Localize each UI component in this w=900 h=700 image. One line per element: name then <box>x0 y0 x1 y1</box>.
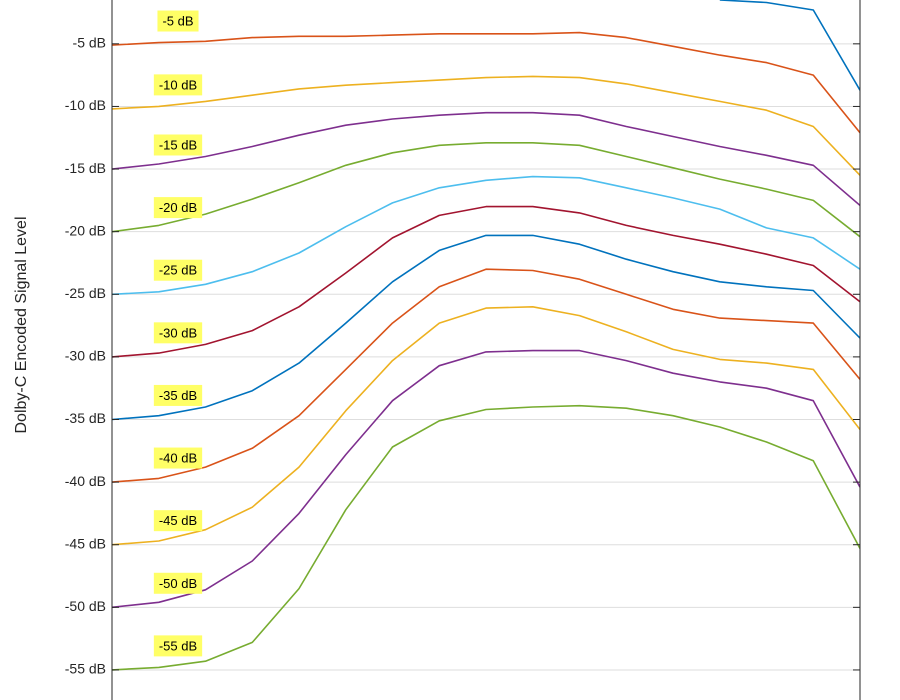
series-label-box <box>153 572 203 594</box>
series-line <box>112 205 860 358</box>
series-label: -35 dB <box>159 388 197 403</box>
lines <box>112 0 860 671</box>
series-label: -50 dB <box>159 576 197 591</box>
series-line <box>719 0 860 91</box>
series-line <box>112 268 860 483</box>
labels: -5 dB -10 dB -15 dB -20 dB -25 dB -30 dB -35 d… <box>153 10 203 657</box>
y-tick-label: -40 dB <box>65 473 106 489</box>
y-tick-label: -25 dB <box>65 285 106 301</box>
y-tick-label: -50 dB <box>65 598 106 614</box>
series-label-box <box>153 74 203 96</box>
series-label: -15 dB <box>159 137 197 152</box>
series-label-box <box>153 259 203 281</box>
series-label-box <box>157 10 199 32</box>
series-line <box>112 404 860 671</box>
series-line <box>112 306 860 546</box>
series-line <box>112 31 860 134</box>
series-label: -45 dB <box>159 513 197 528</box>
y-tick-label: -20 dB <box>65 222 106 238</box>
plot-area <box>112 0 860 700</box>
y-tick-label: -35 dB <box>65 410 106 426</box>
series-line <box>112 142 860 238</box>
series-label: -30 dB <box>159 325 197 340</box>
series-label-box <box>153 384 203 406</box>
y-tick-label: -15 dB <box>65 160 106 176</box>
grid <box>112 43 860 671</box>
series-label: -5 dB <box>162 14 193 29</box>
series-label-box <box>153 447 203 469</box>
series-label: -40 dB <box>159 451 197 466</box>
series-line <box>112 175 860 296</box>
y-tick-label: -55 dB <box>65 661 106 677</box>
series-label-box <box>153 197 203 219</box>
y-tick-label: -5 dB <box>73 35 106 51</box>
series-label: -10 dB <box>159 77 197 92</box>
series-line <box>112 234 860 421</box>
series-label-box <box>153 322 203 344</box>
series-label: -20 dB <box>159 200 197 215</box>
y-axis-label: Dolby-C Encoded Signal Level <box>13 216 30 433</box>
series-line <box>112 111 860 207</box>
series-label: -25 dB <box>159 263 197 278</box>
series-label: -55 dB <box>159 638 197 653</box>
series-label-box <box>153 134 203 156</box>
series-line <box>112 349 860 609</box>
y-tick-label: -45 dB <box>65 535 106 551</box>
y-tick-label: -30 dB <box>65 348 106 364</box>
series-line <box>112 75 860 176</box>
series-label-box <box>153 635 203 657</box>
y-tick-label: -10 dB <box>65 97 106 113</box>
series-label-box <box>153 510 203 532</box>
